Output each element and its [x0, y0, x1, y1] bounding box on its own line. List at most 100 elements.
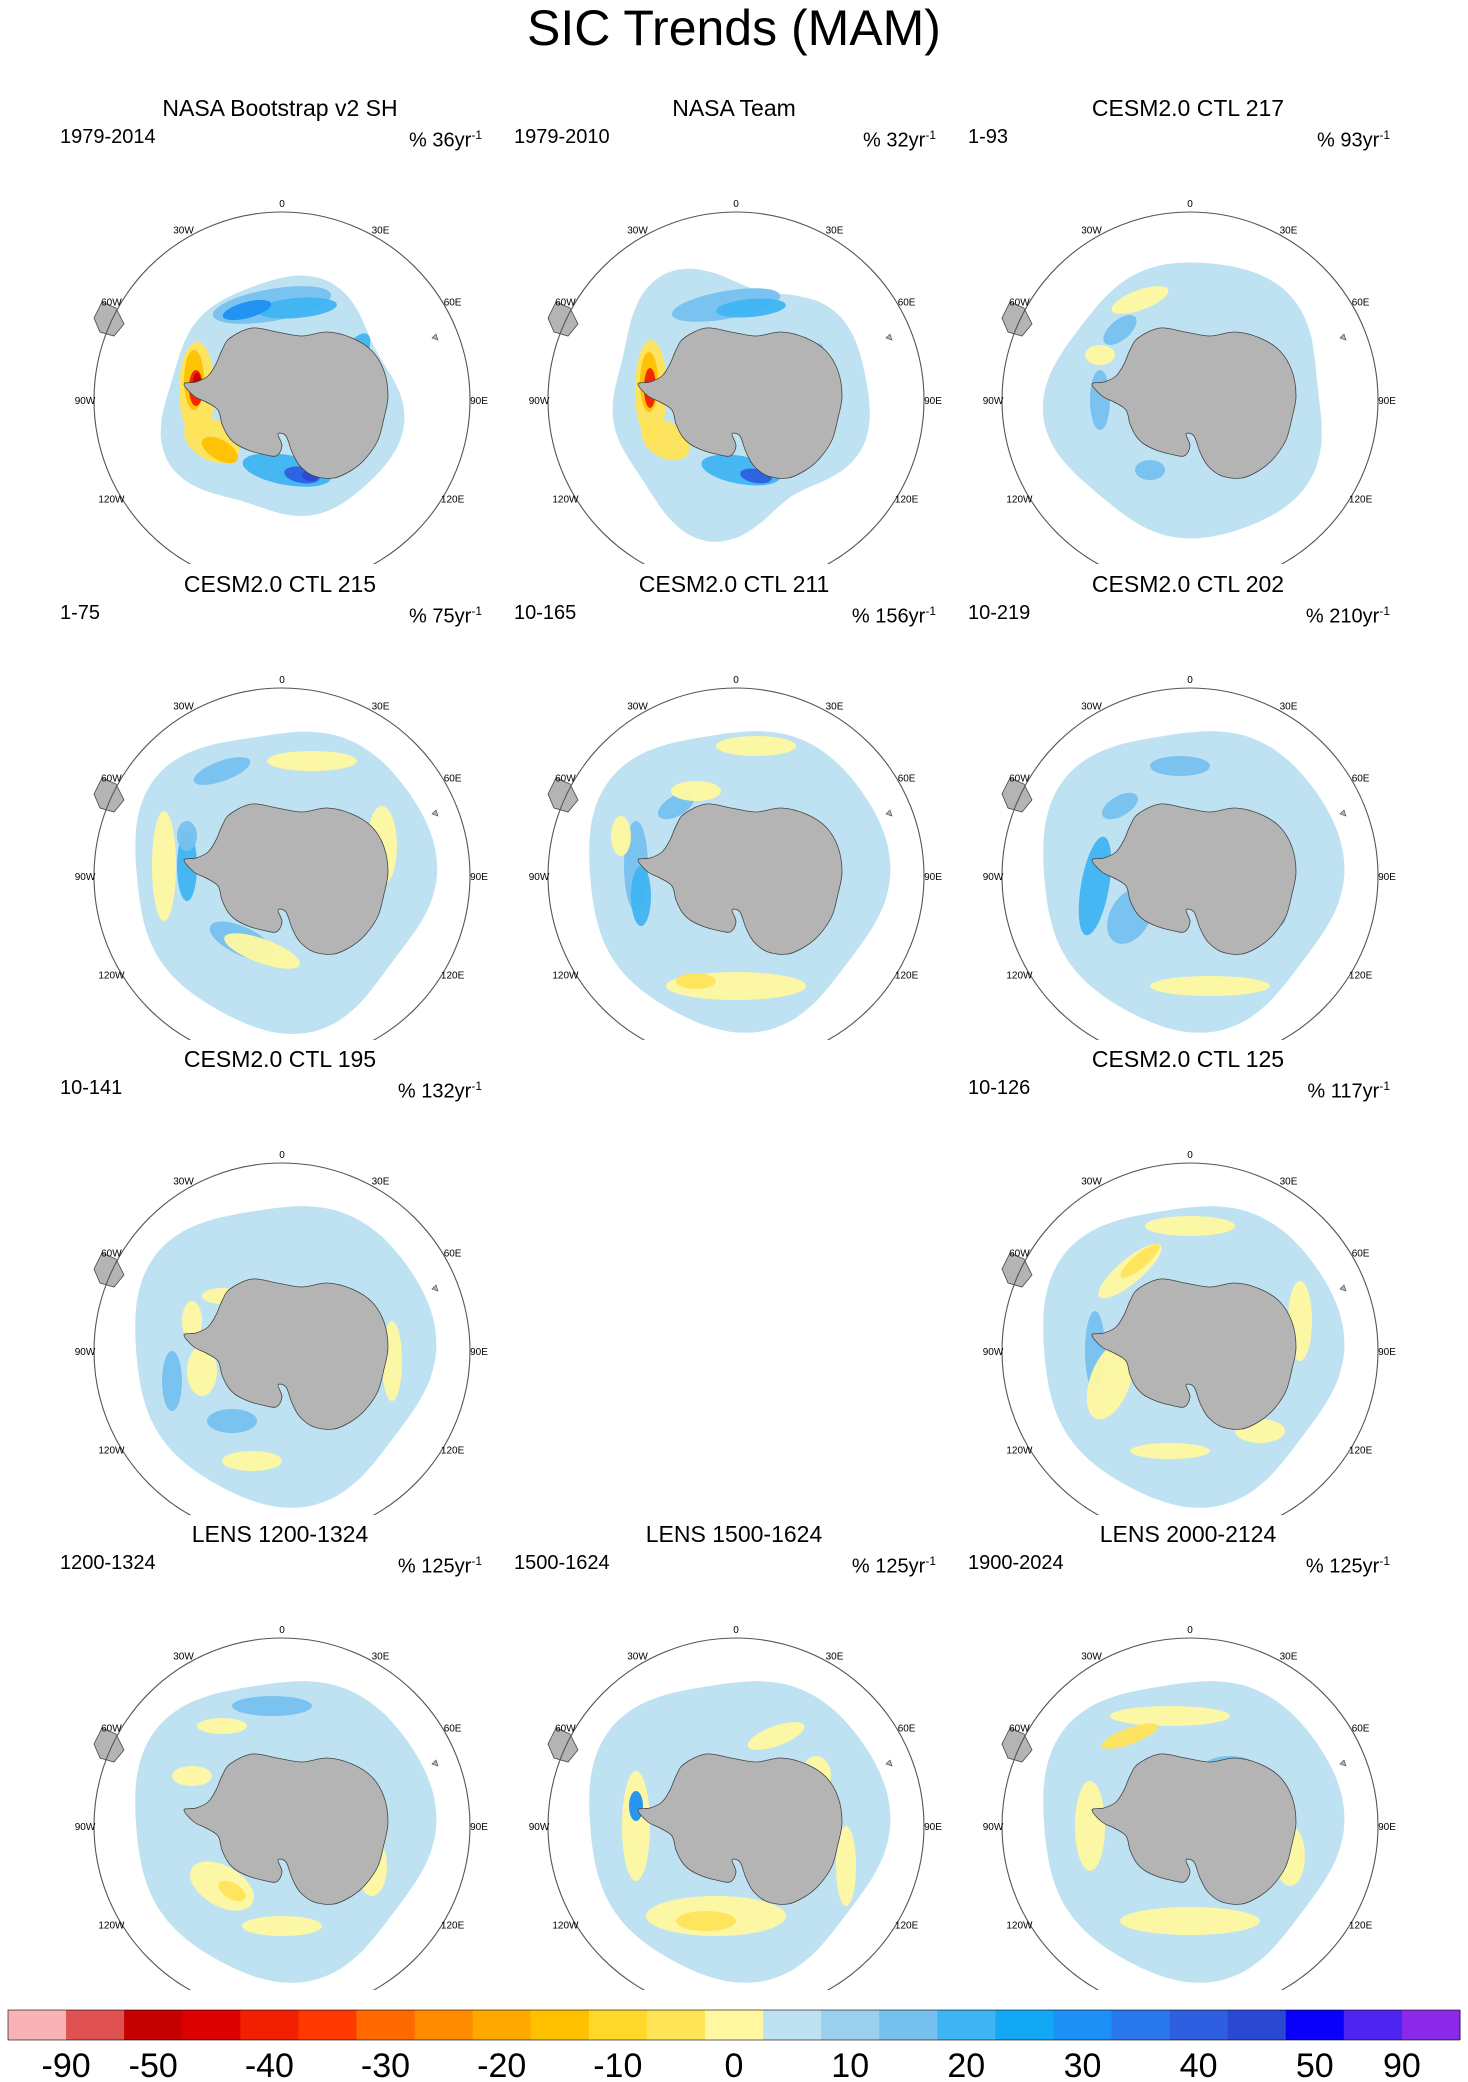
trend-contour: [671, 781, 721, 801]
panel-period: 10-219: [968, 602, 1031, 624]
map-panel: CESM2.0 CTL 215 1-75 % 75yr-1 0 30E 60E 90E…: [50, 570, 510, 1040]
island: [431, 1759, 439, 1767]
longitude-label: 60W: [101, 1724, 122, 1735]
trend-contour: [242, 1916, 322, 1936]
colorbar-swatch: [356, 2010, 416, 2040]
trend-contour: [172, 1766, 212, 1786]
colorbar-tick-label: -90: [42, 2047, 91, 2082]
antarctica-landmass: [1091, 1753, 1297, 1905]
trend-contour: [1086, 1342, 1134, 1420]
colorbar-swatch: [530, 2010, 590, 2040]
colorbar-frame: [7, 2009, 1461, 2041]
colorbar-swatch: [472, 2010, 532, 2040]
antarctica-landmass: [637, 1753, 843, 1905]
panel-period: 10-141: [60, 1077, 123, 1099]
longitude-label: 30E: [372, 225, 390, 236]
antarctica-landmass: [1091, 1278, 1297, 1430]
panel-title: CESM2.0 CTL 211: [638, 571, 830, 597]
longitude-label: 60E: [444, 1249, 462, 1260]
trend-contour: [1075, 1781, 1105, 1871]
island: [885, 1759, 893, 1767]
longitude-label: 120E: [1349, 1446, 1373, 1457]
longitude-label: 30W: [627, 701, 648, 712]
trend-contour: [836, 1826, 856, 1906]
longitude-label: 90E: [470, 396, 488, 407]
longitude-label: 90E: [1378, 1822, 1396, 1833]
polar-map: 030E60E90E120E150E180150W120W90W60W30W: [529, 1625, 942, 1990]
polar-map: 030E60E90E120E150E180150W120W90W60W30W: [983, 1150, 1396, 1515]
longitude-label: 30W: [173, 1651, 194, 1662]
longitude-label: 120E: [441, 1921, 465, 1932]
longitude-label: 60W: [1009, 298, 1030, 309]
antarctica-landmass: [1091, 803, 1297, 955]
longitude-label: 90W: [983, 1822, 1004, 1833]
longitude-label: 60W: [1009, 774, 1030, 785]
map-panel: CESM2.0 CTL 202 10-219 % 210yr-1 0 30E 60E…: [958, 570, 1418, 1040]
island: [431, 809, 439, 817]
longitude-label: 30W: [1081, 225, 1102, 236]
longitude-label: 30W: [1081, 1176, 1102, 1187]
longitude-label: 60W: [101, 1249, 122, 1260]
longitude-label: 90W: [983, 396, 1004, 407]
panel-units: % 75yr-1: [409, 604, 482, 628]
panel-units: % 117yr-1: [1307, 1079, 1390, 1103]
longitude-label: 30W: [1081, 701, 1102, 712]
trend-contour: [1120, 1907, 1260, 1935]
trend-contour: [187, 1346, 217, 1396]
longitude-label: 60E: [1352, 774, 1370, 785]
longitude-label: 90W: [529, 396, 550, 407]
trend-contour: [1110, 1706, 1230, 1726]
longitude-label: 90W: [529, 872, 550, 883]
longitude-label: 60W: [101, 298, 122, 309]
longitude-label: 30W: [1081, 1651, 1102, 1662]
trend-contour: [1111, 286, 1169, 314]
colorbar-swatch: [66, 2010, 125, 2040]
panel-units: % 32yr-1: [863, 128, 936, 152]
longitude-label: 120E: [441, 495, 465, 506]
polar-map: 030E60E90E120E150E180150W120W90W60W30W: [75, 199, 488, 564]
longitude-label: 120W: [1006, 495, 1033, 506]
longitude-label: 0: [1187, 675, 1193, 686]
map-panel: CESM2.0 CTL 125 10-126 % 117yr-1 0 30E 60E…: [958, 1045, 1418, 1515]
colorbar-swatch: [995, 2010, 1054, 2040]
panel-period: 10-126: [968, 1077, 1031, 1099]
colorbar-tick-label: 20: [947, 2047, 985, 2082]
panel-units: % 156yr-1: [851, 604, 936, 628]
longitude-label: 90E: [924, 1822, 942, 1833]
colorbar-swatch: [124, 2010, 183, 2040]
panel-title: CESM2.0 CTL 202: [1091, 571, 1285, 597]
longitude-label: 120W: [552, 971, 579, 982]
longitude-label: 30W: [173, 1176, 194, 1187]
island: [1339, 809, 1347, 817]
colorbar-swatch: [704, 2010, 764, 2040]
longitude-label: 60E: [898, 1724, 916, 1735]
antarctica-landmass: [183, 803, 389, 955]
polar-map: 030E60E90E120E150E180150W120W90W60W30W: [983, 675, 1396, 1040]
trend-contour: [218, 1880, 246, 1902]
trend-contour: [1150, 756, 1210, 776]
longitude-label: 120E: [441, 1446, 465, 1457]
map-panel: CESM2.0 CTL 211 10-165 % 156yr-1 0 30E 60E…: [504, 570, 964, 1040]
map-border: [93, 211, 471, 564]
longitude-label: 30E: [826, 701, 844, 712]
panel-units: % 93yr-1: [1317, 128, 1390, 152]
panel-title: CESM2.0 CTL 215: [183, 571, 377, 597]
longitude-label: 60E: [444, 1724, 462, 1735]
longitude-label: 60E: [898, 774, 916, 785]
colorbar-swatch: [1285, 2010, 1345, 2040]
map-panel: CESM2.0 CTL 217 1-93 % 93yr-1 0 30E 60E 90E…: [958, 94, 1418, 564]
colorbar-tick-label: 90: [1383, 2047, 1421, 2082]
panel-units: % 125yr-1: [1305, 1554, 1390, 1578]
polar-map: 030E60E90E120E150E180150W120W90W60W30W: [75, 1150, 488, 1515]
longitude-label: 0: [1187, 1150, 1193, 1161]
panel-period: 1979-2010: [514, 126, 610, 148]
trend-contour: [257, 297, 337, 319]
panel-units: % 125yr-1: [851, 1554, 936, 1578]
longitude-label: 120W: [98, 495, 125, 506]
colorbar-swatch: [763, 2010, 822, 2040]
longitude-label: 60W: [1009, 1249, 1030, 1260]
polar-map: 030E60E90E120E150E180150W120W90W60W30W: [983, 199, 1396, 564]
trend-contour: [1103, 315, 1137, 345]
trend-contour: [197, 1718, 247, 1734]
longitude-label: 0: [279, 675, 285, 686]
